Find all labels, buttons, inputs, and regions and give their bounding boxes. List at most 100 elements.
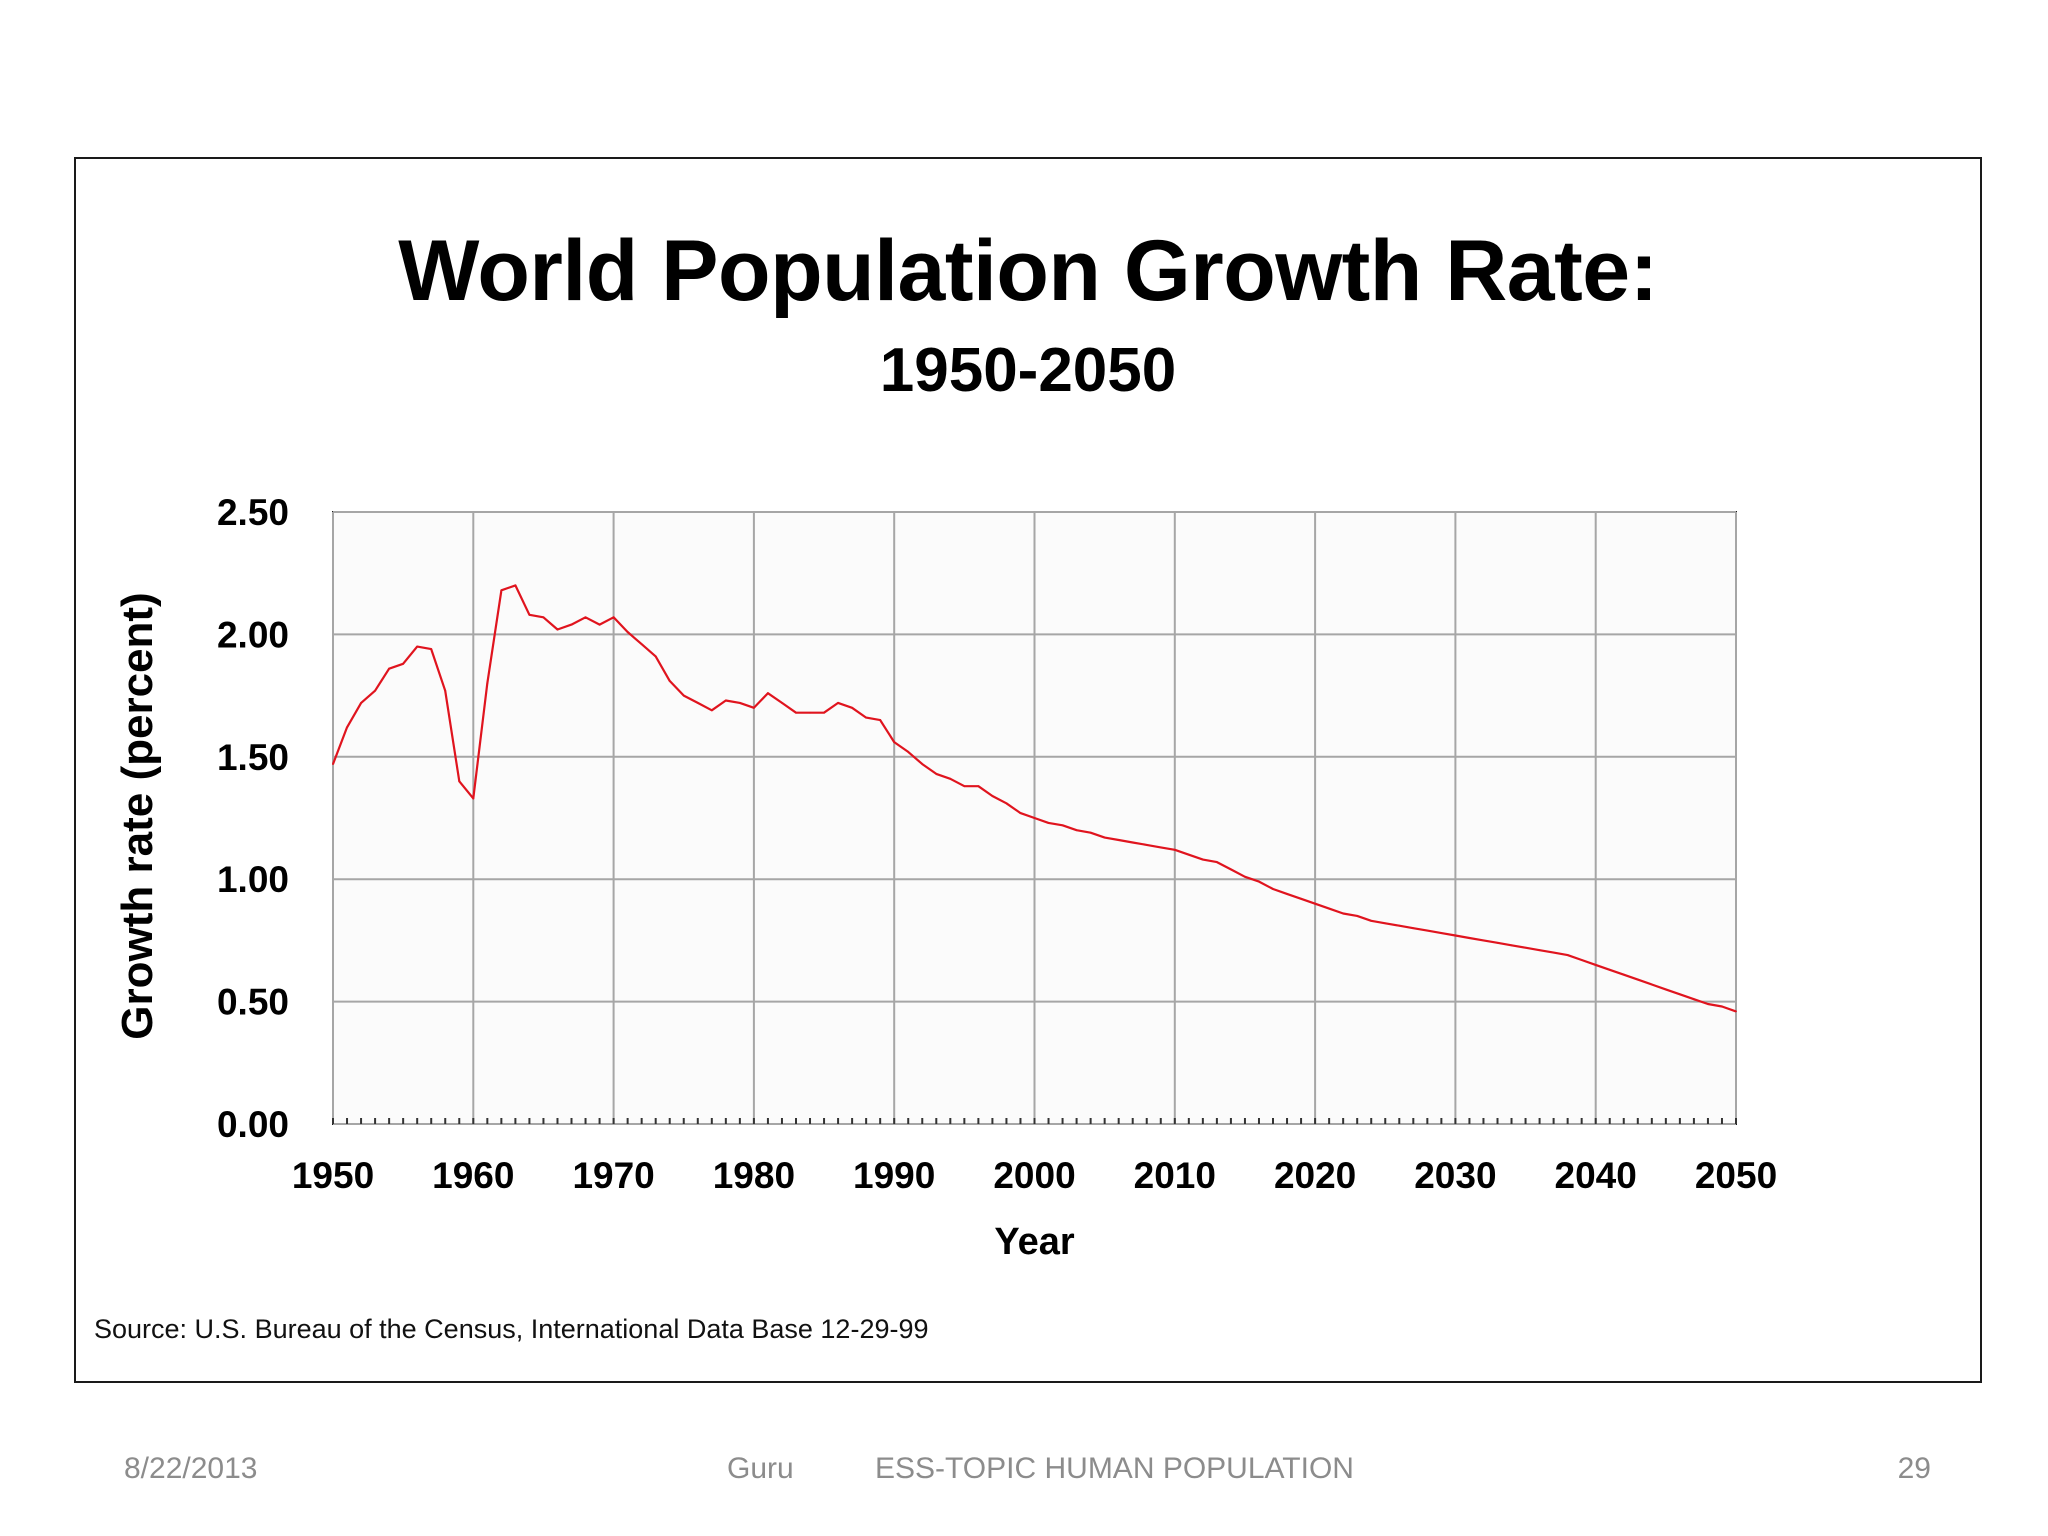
data-point	[1398, 924, 1401, 927]
x-tick-label: 2020	[1274, 1155, 1356, 1196]
data-point	[1693, 998, 1695, 1001]
x-tick-label: 2010	[1134, 1155, 1216, 1196]
data-point	[1664, 988, 1667, 991]
data-point	[1552, 951, 1555, 954]
data-point	[612, 616, 615, 619]
data-point	[472, 797, 475, 800]
y-axis-label: Growth rate (percent)	[113, 592, 162, 1039]
data-point	[626, 631, 629, 633]
data-point	[416, 645, 419, 648]
data-point	[500, 589, 503, 592]
data-point	[332, 763, 334, 766]
data-point	[430, 648, 433, 650]
data-point	[1300, 897, 1302, 900]
x-tick-label: 2030	[1414, 1155, 1496, 1196]
data-point	[1566, 954, 1569, 956]
data-point	[795, 711, 797, 714]
data-point	[738, 702, 741, 704]
data-point	[1033, 817, 1036, 819]
data-point	[1636, 978, 1639, 981]
data-point	[1201, 858, 1204, 861]
line-chart: 0.00 0.50 1.00 1.50 2.00 2.50 1950 1960 1970 198…	[113, 492, 1777, 1263]
data-point	[1215, 861, 1218, 863]
x-tick-label: 1960	[432, 1155, 514, 1196]
data-point	[1468, 937, 1471, 939]
data-point	[696, 702, 699, 704]
data-point	[851, 706, 854, 709]
data-point	[767, 692, 769, 695]
data-point	[598, 623, 601, 626]
data-point	[1482, 939, 1485, 942]
footer-author: Guru	[727, 1452, 794, 1485]
data-point	[1707, 1003, 1709, 1005]
data-point	[865, 716, 868, 719]
x-tick-label: 1970	[572, 1155, 654, 1196]
x-tick-label: 2000	[993, 1155, 1075, 1196]
data-point	[1103, 836, 1106, 839]
data-point	[1314, 902, 1316, 905]
y-tick-label: 1.50	[217, 737, 289, 778]
chart-title: World Population Growth Rate:	[398, 223, 1658, 319]
data-point	[977, 785, 980, 788]
data-point	[1426, 929, 1429, 932]
data-point	[724, 699, 727, 702]
data-point	[1370, 919, 1373, 922]
data-point	[907, 751, 910, 753]
data-point	[949, 777, 952, 780]
data-point	[1538, 949, 1541, 952]
x-tick-label: 2040	[1555, 1155, 1637, 1196]
x-tick-label: 1990	[853, 1155, 935, 1196]
data-point	[1412, 927, 1415, 930]
data-point	[935, 773, 938, 775]
data-point	[1075, 829, 1078, 832]
data-point	[1356, 915, 1359, 917]
chart-subtitle: 1950-2050	[879, 336, 1177, 405]
data-point	[809, 711, 811, 714]
data-point	[1244, 875, 1246, 878]
x-axis-label: Year	[994, 1221, 1075, 1263]
data-point	[1131, 841, 1134, 844]
data-point	[668, 680, 671, 682]
data-point	[1061, 824, 1064, 827]
data-point	[1678, 993, 1681, 996]
data-point	[1608, 968, 1611, 971]
source-note: Source: U.S. Bureau of the Census, Inter…	[94, 1314, 929, 1344]
data-point	[921, 763, 924, 766]
data-point	[374, 689, 376, 692]
data-point	[1384, 922, 1387, 925]
data-point	[486, 682, 489, 685]
data-point	[710, 709, 713, 712]
data-point	[1496, 941, 1499, 944]
data-point	[1272, 888, 1274, 890]
data-point	[991, 795, 994, 797]
data-point	[1454, 934, 1457, 937]
data-point	[893, 741, 896, 744]
x-minor-ticks	[332, 1118, 1737, 1124]
data-point	[528, 613, 531, 616]
series-layer	[331, 584, 1737, 1013]
footer-page-number: 29	[1897, 1452, 1931, 1485]
data-point	[1594, 963, 1597, 966]
y-tick-label: 1.00	[217, 859, 289, 900]
data-point	[1187, 853, 1190, 856]
data-point	[346, 726, 348, 729]
data-point	[1173, 848, 1176, 851]
data-point	[1019, 812, 1022, 815]
y-tick-label: 0.50	[217, 982, 289, 1023]
x-tick-label: 1980	[713, 1155, 795, 1196]
data-point	[837, 702, 839, 704]
data-point	[1005, 802, 1008, 805]
data-point	[542, 616, 545, 619]
data-point	[1286, 892, 1288, 895]
data-point	[1258, 880, 1260, 883]
data-point	[1580, 959, 1583, 961]
data-point	[458, 780, 461, 783]
data-point	[570, 623, 573, 626]
data-point	[514, 584, 517, 587]
data-point	[640, 643, 643, 646]
data-point	[823, 711, 825, 714]
chart-frame: World Population Growth Rate: 1950-2050 …	[74, 157, 1982, 1383]
data-point	[1440, 932, 1443, 934]
y-axis-tick-labels: 0.00 0.50 1.00 1.50 2.00 2.50	[217, 492, 289, 1145]
data-point	[753, 706, 755, 709]
